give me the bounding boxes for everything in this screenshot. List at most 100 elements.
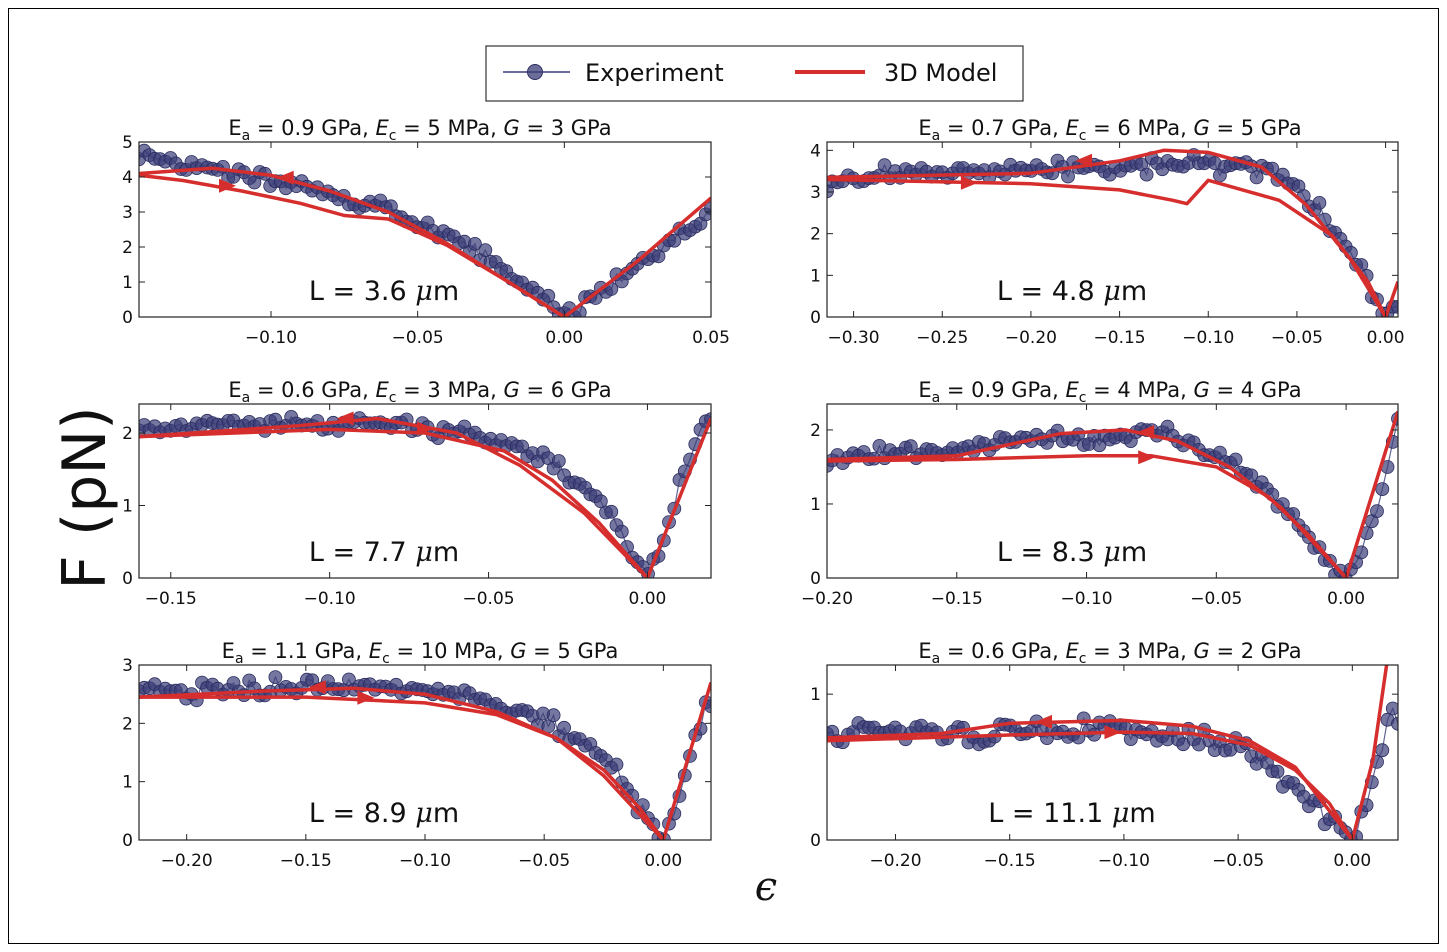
x-tick-label: −0.20 <box>1005 328 1057 348</box>
panel-6: −0.20 −0.15 −0.10 −0.05 0.00 0 1 Ea = 0.6 GPa, … <box>810 639 1399 871</box>
x-tick-label: −0.05 <box>1212 851 1264 871</box>
x-tick-label: −0.10 <box>1098 851 1150 871</box>
model-arrow <box>276 170 294 185</box>
experiment-point <box>546 708 561 723</box>
experiment-point <box>1270 764 1285 779</box>
model-line <box>139 166 566 317</box>
experiment-point <box>1249 170 1264 185</box>
plot-content <box>827 148 1398 317</box>
experiment-point <box>1139 167 1154 182</box>
experiment-point <box>667 233 682 248</box>
experiment-point <box>1370 504 1384 519</box>
experiment-point <box>1228 452 1243 467</box>
y-tick-label: 1 <box>810 495 821 515</box>
experiment-point <box>478 243 493 258</box>
y-tick-label: 0 <box>810 569 821 589</box>
model-arrow <box>308 680 326 695</box>
model-arrow <box>1104 725 1122 740</box>
model-line <box>563 196 711 317</box>
x-tick-label: −0.15 <box>931 589 983 609</box>
figure-frame <box>8 8 1439 944</box>
panel-length-label: L = 8.3 μm <box>997 537 1147 568</box>
legend: Experiment 3D Model <box>485 45 1024 102</box>
panel-2: −0.30 −0.25 −0.20 −0.15 −0.10 −0.05 0.00 0 1 2 3 4 E… <box>810 116 1404 348</box>
experiment-point <box>1375 482 1390 497</box>
experiment-point <box>1375 743 1390 758</box>
panel-length-label: L = 8.9 μm <box>309 798 459 829</box>
panel-length-value: 11.1 <box>1043 798 1103 829</box>
model-arrow <box>219 178 236 193</box>
model-arrow <box>1035 714 1052 729</box>
panel-title-ea: 0.6 <box>281 378 314 402</box>
panel-title-g: 4 <box>1241 378 1254 402</box>
panel-title: Ea = 0.9 GPa, Ec = 4 MPa, G = 4 GPa <box>918 378 1301 406</box>
plot-frame <box>138 141 712 318</box>
y-tick-label: 4 <box>122 168 133 188</box>
model-line <box>1383 281 1398 317</box>
model-line <box>139 416 649 578</box>
y-tick-label: 0 <box>122 569 133 589</box>
x-tick-label: −0.15 <box>280 851 332 871</box>
experiment-point <box>877 158 892 173</box>
model-line <box>1350 665 1389 840</box>
experiment-point <box>1385 701 1398 716</box>
x-tick-label: −0.05 <box>1271 328 1323 348</box>
experiment-point <box>1391 716 1398 731</box>
panel-title: Ea = 0.6 GPa, Ec = 3 MPa, G = 6 GPa <box>228 378 611 406</box>
y-tick-label: 1 <box>122 497 133 517</box>
y-tick-label: 0 <box>810 831 821 851</box>
plot-area <box>827 665 1398 840</box>
panel-title-ea: 0.6 <box>971 639 1004 663</box>
model-arrow <box>357 690 375 705</box>
panel-title: Ea = 0.6 GPa, Ec = 3 MPa, G = 2 GPa <box>918 639 1301 667</box>
model-line <box>139 427 649 578</box>
model-arrow <box>1075 153 1093 168</box>
panel-title-g: 5 <box>1241 116 1254 140</box>
y-tick-label: 5 <box>122 133 133 153</box>
y-tick-label: 2 <box>810 225 821 245</box>
panel-length-label: L = 11.1 μm <box>988 798 1155 829</box>
y-tick-label: 3 <box>810 183 821 203</box>
x-tick-label: −0.25 <box>916 328 968 348</box>
model-arrow <box>1137 425 1155 440</box>
panel-title-ea: 0.7 <box>971 116 1004 140</box>
x-tick-label: −0.05 <box>518 851 570 871</box>
model-arrow <box>417 421 434 436</box>
x-tick-label: −0.15 <box>145 589 197 609</box>
model-line <box>1344 410 1398 578</box>
experiment-point <box>551 454 566 468</box>
y-tick-label: 2 <box>122 238 133 258</box>
model-arrow <box>960 175 978 190</box>
panel-length-value: 3.6 <box>364 276 407 307</box>
x-tick-label: −0.10 <box>399 851 451 871</box>
panel-title-ea: 0.9 <box>281 116 314 140</box>
experiment-point <box>557 720 571 735</box>
model-arrow <box>1138 450 1156 465</box>
x-axis-label: ϵ <box>755 864 777 910</box>
panel-title-ec: 3 <box>427 378 440 402</box>
panel-title-ec: 6 <box>1117 116 1130 140</box>
experiment-point <box>609 757 624 772</box>
y-tick-label: 0 <box>122 831 133 851</box>
panel-title: Ea = 0.9 GPa, Ec = 5 MPa, G = 3 GPa <box>228 116 611 144</box>
y-tick-label: 0 <box>810 308 821 328</box>
legend-experiment-label: Experiment <box>585 59 724 87</box>
x-tick-label: 0.05 <box>692 328 730 348</box>
x-tick-label: −0.05 <box>1190 589 1242 609</box>
panel-title-ea: 1.1 <box>274 639 307 663</box>
x-tick-label: 0.00 <box>1333 851 1371 871</box>
experiment-point <box>1061 169 1075 184</box>
experiment-point <box>1244 468 1259 483</box>
panel-length-label: L = 4.8 μm <box>997 276 1147 307</box>
x-tick-label: −0.15 <box>1094 328 1146 348</box>
plot-content <box>139 409 711 578</box>
x-tick-label: 0.00 <box>545 328 583 348</box>
panel-4: −0.20 −0.15 −0.10 −0.05 0.00 0 1 2 Ea = 0.9 GPa,… <box>801 378 1399 609</box>
experiment-point <box>1391 300 1398 314</box>
experiment-point <box>1312 195 1327 210</box>
panel-length-value: 8.3 <box>1052 537 1095 568</box>
panel-title-g: 5 <box>557 639 570 663</box>
x-tick-label: −0.10 <box>245 328 297 348</box>
y-tick-label: 1 <box>122 273 133 293</box>
